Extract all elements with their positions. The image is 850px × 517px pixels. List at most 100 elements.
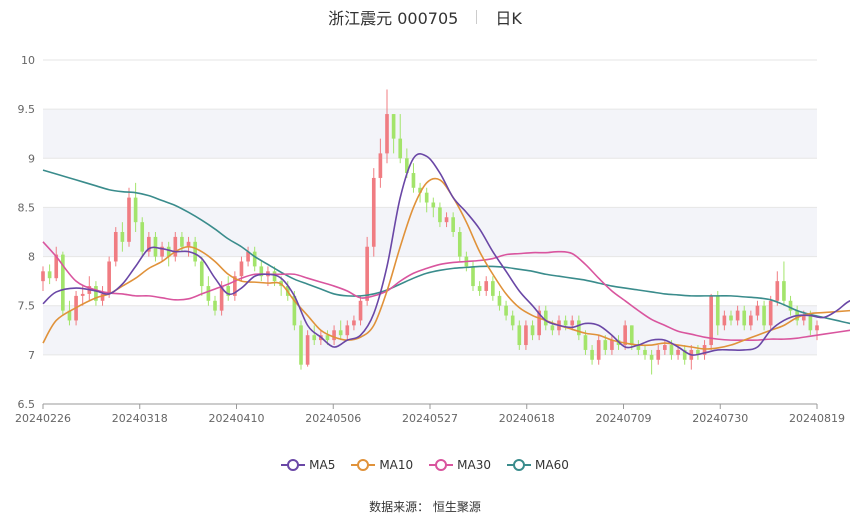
candle-body	[583, 335, 588, 350]
candle-body	[782, 281, 786, 301]
candle-body	[438, 207, 442, 223]
line-ma30	[42, 241, 850, 341]
candle-body	[722, 315, 727, 326]
candle-body	[431, 202, 436, 208]
grid-band	[43, 207, 817, 257]
candle-body	[596, 340, 601, 360]
candle-body	[471, 266, 475, 287]
candle-body	[398, 138, 403, 159]
candle-body	[762, 305, 766, 326]
period-label: 日K	[495, 9, 522, 28]
candle-body	[233, 276, 237, 296]
candle-body	[312, 335, 317, 341]
candle-body	[405, 158, 409, 174]
source-name: 恒生聚源	[432, 500, 481, 514]
candle-body	[537, 310, 541, 336]
data-source: 数据来源： 恒生聚源	[0, 498, 850, 515]
candle-body	[371, 177, 376, 247]
y-tick-label: 8	[28, 251, 35, 264]
candle-body	[649, 354, 654, 360]
candle-body	[788, 300, 793, 311]
candle-body	[696, 349, 700, 355]
y-tick-label: 6.5	[18, 398, 36, 411]
candle-body	[517, 325, 522, 346]
candle-body	[160, 246, 164, 257]
candle-body	[61, 254, 65, 311]
candle-body	[484, 281, 489, 291]
candle-body	[444, 217, 449, 223]
candle-body	[755, 305, 760, 316]
candle-body	[550, 325, 555, 331]
candle-body	[166, 246, 171, 257]
candle-body	[133, 197, 138, 223]
y-tick-label: 9.5	[18, 103, 36, 116]
candle-body	[590, 349, 594, 360]
candle-body	[768, 300, 773, 326]
candle-body	[47, 271, 52, 279]
candle-body	[41, 271, 45, 282]
candle-body	[127, 197, 131, 242]
legend-item-ma30[interactable]: MA30	[429, 458, 491, 472]
candle-body	[742, 310, 747, 326]
legend-label-ma60: MA60	[535, 458, 569, 472]
candle-body	[709, 295, 713, 346]
y-tick-label: 9	[28, 152, 35, 165]
candle-body	[682, 349, 687, 360]
candle-body	[623, 325, 627, 346]
candle-body	[378, 153, 383, 178]
candle-body	[107, 261, 111, 294]
legend-item-ma5[interactable]: MA5	[281, 458, 335, 472]
candle-body	[385, 114, 389, 154]
x-tick-label: 20240618	[499, 412, 555, 425]
candle-body	[292, 295, 297, 326]
x-tick-label: 20240226	[15, 412, 71, 425]
candle-body	[252, 251, 257, 267]
candle-body	[504, 305, 508, 316]
x-tick-label: 20240318	[112, 412, 168, 425]
legend-marker-ma5	[281, 459, 306, 471]
candle-body	[656, 349, 661, 360]
candle-body	[510, 315, 515, 326]
candle-body	[418, 187, 422, 193]
legend-marker-ma30	[429, 459, 454, 471]
candle-body	[603, 340, 608, 350]
candle-body	[147, 236, 151, 252]
candle-body	[411, 173, 416, 188]
candle-body	[491, 281, 495, 296]
legend-label-ma5: MA5	[309, 458, 336, 472]
candle-body	[815, 325, 819, 331]
candle-body	[451, 217, 455, 232]
y-tick-label: 7	[28, 349, 35, 362]
candle-body	[577, 320, 581, 336]
line-ma5	[42, 153, 850, 356]
source-label: 数据来源：	[369, 500, 430, 514]
candle-body	[629, 325, 634, 346]
candle-body	[702, 345, 707, 355]
candle-body	[669, 345, 674, 355]
candle-body	[729, 315, 733, 321]
legend-item-ma60[interactable]: MA60	[507, 458, 569, 472]
candle-body	[246, 251, 250, 262]
candle-body	[477, 286, 482, 291]
candle-body	[563, 320, 568, 326]
candle-body	[305, 335, 310, 365]
stock-name-code: 浙江震元 000705	[328, 9, 459, 28]
x-tick-label: 20240527	[402, 412, 458, 425]
candle-body	[524, 325, 528, 346]
y-tick-label: 7.5	[18, 300, 36, 313]
x-tick-label: 20240819	[789, 412, 845, 425]
candle-body	[325, 335, 330, 341]
candle-body	[610, 340, 614, 350]
candle-body	[299, 325, 303, 365]
candle-body	[424, 192, 429, 203]
y-tick-label: 10	[21, 54, 35, 67]
legend-marker-ma10	[351, 459, 376, 471]
candle-body	[663, 345, 667, 350]
legend-item-ma10[interactable]: MA10	[351, 458, 413, 472]
candle-body	[199, 261, 204, 287]
candle-body	[80, 293, 85, 296]
candle-body	[543, 310, 548, 326]
candle-body	[570, 320, 575, 326]
